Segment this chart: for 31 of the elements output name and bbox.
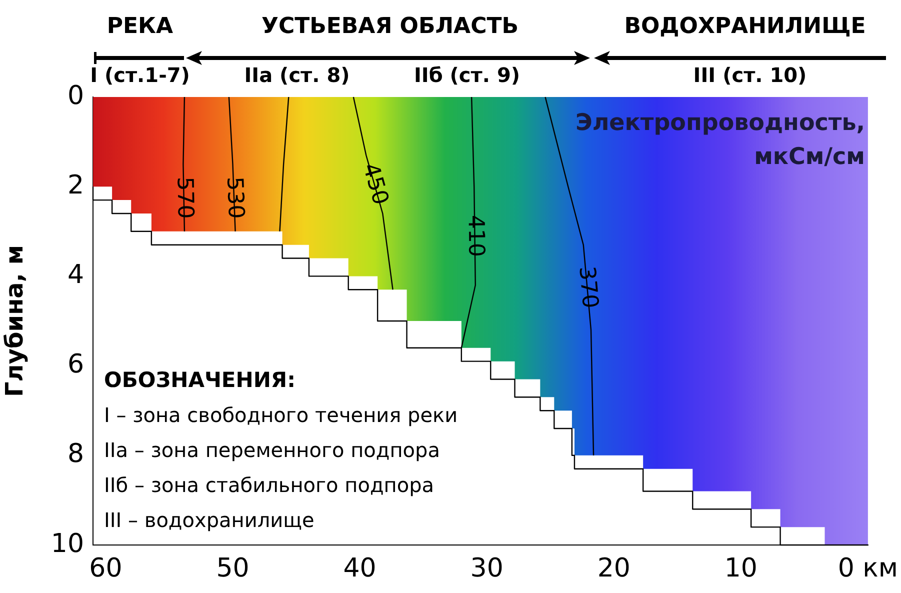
text: IIб (ст. 9): [412, 63, 521, 87]
x-tick-label: 60: [89, 553, 122, 584]
annotation: ОБОЗНАЧЕНИЯ:: [104, 368, 296, 392]
text: УСТЬЕВАЯ ОБЛАСТЬ: [260, 14, 520, 39]
y-tick-label: 2: [67, 170, 84, 200]
text: IIа (ст. 8): [243, 63, 351, 87]
y-tick-label: 6: [67, 350, 84, 380]
y-axis-title: Глубина, м: [0, 245, 29, 397]
x-tick-label: 10: [724, 553, 758, 584]
annotation: I – зона свободного течения реки: [104, 403, 458, 427]
y-tick-label: 10: [50, 528, 84, 559]
text: ВОДОХРАНИЛИЩЕ: [623, 14, 867, 39]
text: Электропроводность, мкСм/см: [574, 109, 865, 172]
text: III (ст. 10): [692, 63, 808, 87]
text: 570: [172, 176, 198, 220]
annotation: IIа – зона переменного подпора: [104, 438, 440, 462]
x-tick-label: 40: [343, 553, 376, 584]
annotation: III – водохранилище: [104, 508, 314, 532]
annotation: IIб – зона стабильного подпора: [104, 473, 434, 497]
x-tick-label: 50: [216, 553, 250, 584]
text: 530: [222, 176, 248, 220]
x-tick-label: 0 км: [838, 553, 898, 584]
text: РЕКА: [106, 14, 174, 39]
y-tick-label: 4: [67, 260, 84, 290]
x-tick-label: 30: [470, 553, 504, 584]
x-tick-label: 20: [597, 553, 630, 584]
y-tick-label: 8: [67, 439, 84, 470]
y-tick-label: 0: [67, 80, 84, 111]
text: I (ст.1-7): [90, 63, 190, 87]
text: 450: [357, 160, 393, 208]
text: 370: [574, 265, 602, 310]
